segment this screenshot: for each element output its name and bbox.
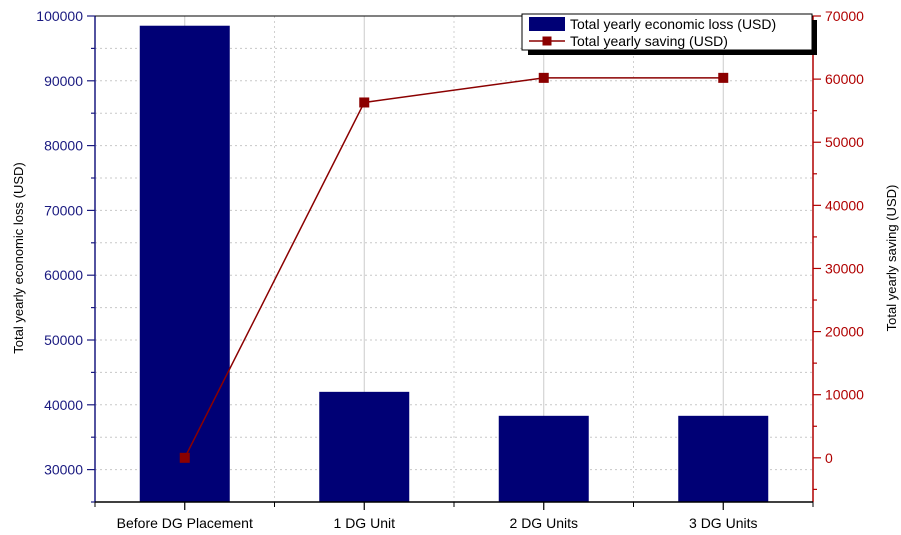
y-tick-label-right: 70000 <box>825 8 864 24</box>
y-tick-label-left: 50000 <box>44 332 83 348</box>
x-tick-label: 1 DG Unit <box>334 515 396 531</box>
y-axis-label-right: Total yearly saving (USD) <box>884 185 899 332</box>
bar <box>319 391 410 502</box>
legend-shadow-right <box>812 20 817 55</box>
bar <box>139 25 230 502</box>
y-tick-label-right: 50000 <box>825 134 864 150</box>
line-series <box>179 72 729 463</box>
y-tick-label-left: 70000 <box>44 202 83 218</box>
y-tick-label-right: 20000 <box>825 324 864 340</box>
legend: Total yearly economic loss (USD) Total y… <box>521 13 817 55</box>
axes: 30000 40000 50000 60000 70000 80000 90000 10000… <box>36 8 864 531</box>
y-tick-label-right: 30000 <box>825 260 864 276</box>
line-marker <box>359 97 370 108</box>
line-marker <box>538 72 549 83</box>
x-tick-label: 2 DG Units <box>510 515 578 531</box>
line-marker <box>179 452 190 463</box>
legend-bar-swatch <box>529 17 565 31</box>
legend-line-marker <box>542 36 552 46</box>
y-tick-label-right: 0 <box>825 450 833 466</box>
x-tick-label: 3 DG Units <box>689 515 757 531</box>
x-tick-label: Before DG Placement <box>117 515 253 531</box>
y-tick-label-right: 40000 <box>825 197 864 213</box>
bar <box>498 415 589 502</box>
y-tick-label-left: 90000 <box>44 73 83 89</box>
legend-bar-label: Total yearly economic loss (USD) <box>570 16 776 32</box>
y-tick-label-left: 100000 <box>36 8 83 24</box>
y-tick-label-left: 60000 <box>44 267 83 283</box>
bar-series <box>139 25 769 502</box>
y-tick-label-left: 80000 <box>44 138 83 154</box>
y-tick-label-left: 40000 <box>44 397 83 413</box>
line-path <box>184 77 724 459</box>
y-tick-label-left: 30000 <box>44 462 83 478</box>
y-axis-label-left: Total yearly economic loss (USD) <box>11 162 26 353</box>
legend-box <box>521 13 813 51</box>
legend-line-label: Total yearly saving (USD) <box>570 33 728 49</box>
bar <box>678 415 769 502</box>
y-tick-label-right: 10000 <box>825 387 864 403</box>
legend-shadow-bottom <box>528 50 817 55</box>
y-tick-label-right: 60000 <box>825 71 864 87</box>
line-marker <box>718 72 729 83</box>
